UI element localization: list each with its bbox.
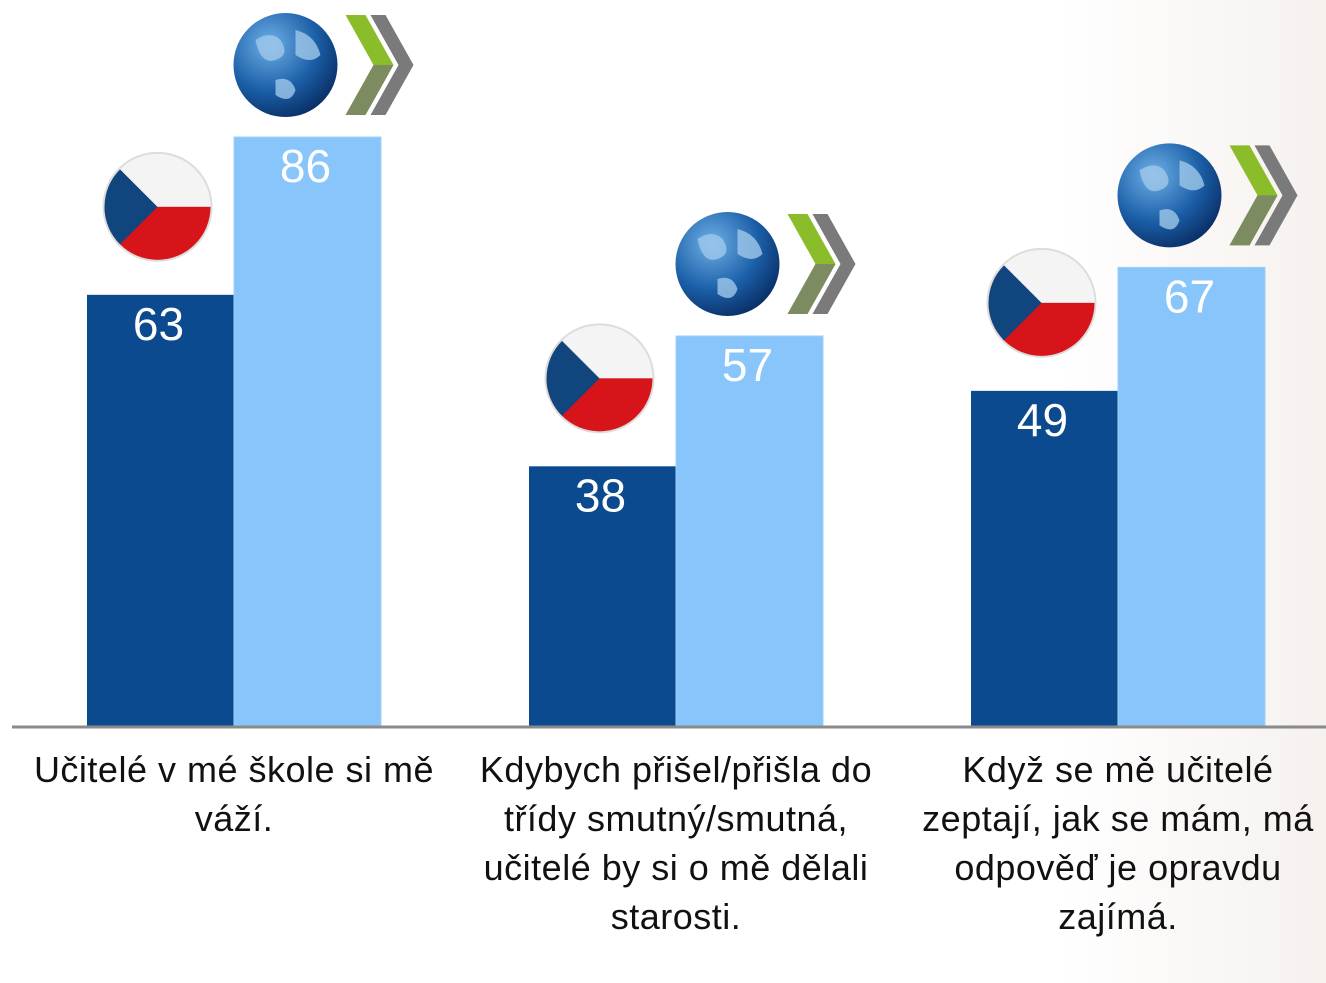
bar [1117,266,1266,728]
flag-icon [545,323,655,433]
category-label: Učitelé v mé škole si mě váží. [33,749,435,839]
value-label: 63 [133,298,184,350]
bar [87,294,234,727]
value-label: 38 [575,469,626,521]
bar [675,335,824,728]
flag-icon [103,152,213,262]
category-label: Když se mě učitelé zeptají, jak se mám, … [922,749,1314,937]
value-label: 57 [722,339,773,391]
oecd-icon [1117,143,1298,248]
value-label: 49 [1017,394,1068,446]
oecd-icon [675,211,856,316]
bar [233,136,382,728]
value-label: 86 [280,140,331,192]
bar [971,390,1118,727]
flag-icon [987,248,1097,358]
value-label: 67 [1164,271,1215,323]
category-label: Kdybych přišel/přišla do třídy smutný/sm… [479,749,873,937]
bar [529,466,676,727]
oecd-icon [233,13,414,118]
